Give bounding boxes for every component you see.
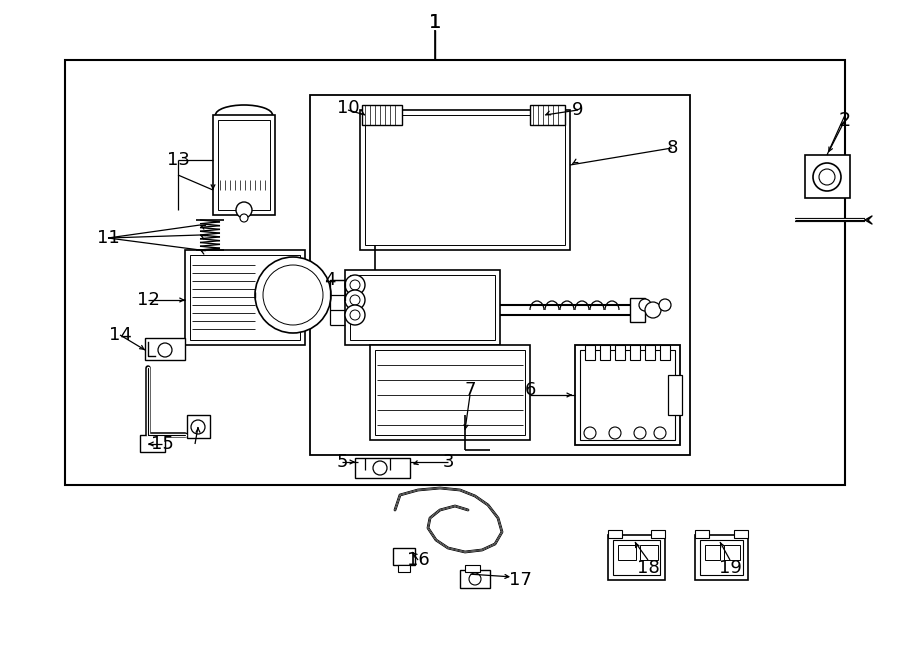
Text: 14: 14 (109, 326, 131, 344)
Bar (695, 530, 709, 538)
Circle shape (236, 202, 252, 218)
Circle shape (255, 257, 331, 333)
Bar (530, 105, 565, 125)
Circle shape (350, 310, 360, 320)
Circle shape (345, 305, 365, 325)
Bar (618, 545, 636, 560)
Circle shape (639, 299, 651, 311)
Circle shape (819, 169, 835, 185)
Bar (660, 345, 670, 360)
Bar (630, 298, 645, 322)
Bar (350, 275, 495, 340)
Bar (651, 530, 665, 538)
Circle shape (469, 573, 481, 585)
Bar (310, 95, 690, 455)
Bar (630, 345, 640, 360)
Bar (608, 535, 665, 580)
Text: 9: 9 (572, 101, 584, 119)
Circle shape (634, 427, 646, 439)
Bar (218, 120, 270, 210)
Bar (695, 535, 748, 580)
Text: 3: 3 (442, 453, 454, 471)
Circle shape (350, 280, 360, 290)
Bar (355, 458, 410, 478)
Bar (360, 110, 570, 250)
Text: 8: 8 (666, 139, 678, 157)
Bar (668, 375, 682, 415)
Bar (645, 345, 655, 360)
Text: 10: 10 (337, 99, 359, 117)
Text: 19: 19 (718, 559, 742, 577)
Bar (375, 350, 525, 435)
Circle shape (645, 302, 661, 318)
Text: 11: 11 (96, 229, 120, 247)
Circle shape (654, 427, 666, 439)
Circle shape (659, 299, 671, 311)
Bar (580, 350, 675, 440)
Bar (460, 570, 490, 588)
Circle shape (584, 427, 596, 439)
Text: 17: 17 (508, 571, 531, 589)
Text: 7: 7 (464, 381, 476, 399)
Circle shape (350, 295, 360, 305)
Bar (585, 345, 595, 360)
Bar (362, 105, 402, 125)
Bar (185, 250, 305, 345)
Text: 6: 6 (525, 381, 535, 399)
Text: 13: 13 (166, 151, 189, 169)
Circle shape (345, 290, 365, 310)
Bar (575, 345, 680, 445)
Bar (190, 255, 300, 340)
Bar (805, 155, 850, 198)
Bar (600, 345, 610, 360)
Bar (705, 545, 720, 560)
Bar (615, 345, 625, 360)
Circle shape (263, 265, 323, 325)
Bar (724, 545, 740, 560)
Bar (345, 270, 500, 345)
Bar (213, 115, 275, 215)
Text: 15: 15 (150, 435, 174, 453)
Bar (370, 345, 530, 440)
Bar (640, 545, 658, 560)
Bar (140, 435, 165, 452)
Bar (145, 338, 185, 360)
Bar (65, 60, 845, 485)
Text: 5: 5 (337, 453, 347, 471)
Circle shape (813, 163, 841, 191)
Text: 16: 16 (407, 551, 429, 569)
Bar (734, 530, 748, 538)
Circle shape (609, 427, 621, 439)
Circle shape (345, 275, 365, 295)
Text: 2: 2 (839, 110, 851, 130)
Text: 12: 12 (137, 291, 159, 309)
Bar (398, 565, 410, 572)
Bar (393, 548, 415, 565)
Circle shape (191, 420, 205, 434)
Bar (365, 115, 565, 245)
Circle shape (373, 461, 387, 475)
Bar (187, 415, 210, 438)
Bar (465, 565, 480, 572)
Text: 4: 4 (324, 271, 336, 289)
Bar (700, 540, 743, 575)
Text: 18: 18 (636, 559, 660, 577)
Text: 1: 1 (428, 13, 441, 32)
Circle shape (158, 343, 172, 357)
Text: 1: 1 (428, 13, 441, 32)
Bar (608, 530, 622, 538)
Circle shape (240, 214, 248, 222)
Bar (613, 540, 660, 575)
